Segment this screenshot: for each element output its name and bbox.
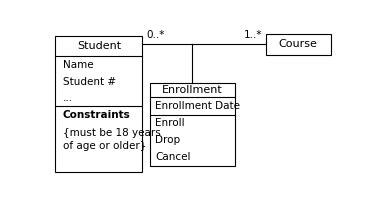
FancyBboxPatch shape (266, 34, 331, 55)
Text: 0..*: 0..* (146, 30, 164, 40)
Text: Drop: Drop (156, 135, 181, 145)
Text: Enrollment Date: Enrollment Date (156, 101, 240, 111)
Text: Enroll: Enroll (156, 118, 185, 128)
Text: Cancel: Cancel (156, 152, 191, 162)
Text: {must be 18 years
of age or older}: {must be 18 years of age or older} (63, 128, 160, 151)
Text: Enrollment: Enrollment (162, 85, 223, 95)
Text: Name: Name (63, 60, 94, 70)
Text: Student: Student (77, 41, 121, 51)
Text: 1..*: 1..* (243, 30, 262, 40)
FancyBboxPatch shape (150, 83, 235, 166)
FancyBboxPatch shape (55, 36, 142, 172)
Text: ...: ... (63, 93, 73, 103)
Text: Constraints: Constraints (63, 110, 131, 120)
Text: Course: Course (279, 39, 318, 49)
Text: Student #: Student # (63, 77, 116, 87)
